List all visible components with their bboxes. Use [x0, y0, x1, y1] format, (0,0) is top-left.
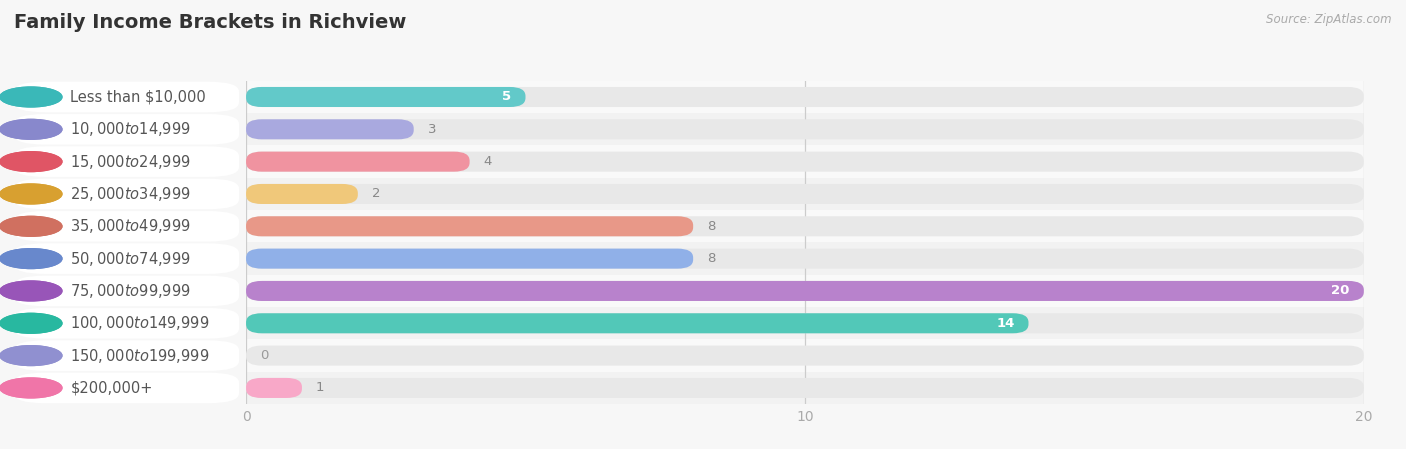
Text: $35,000 to $49,999: $35,000 to $49,999 — [70, 217, 191, 235]
FancyBboxPatch shape — [246, 216, 1364, 236]
Text: Family Income Brackets in Richview: Family Income Brackets in Richview — [14, 13, 406, 32]
Text: 3: 3 — [427, 123, 436, 136]
FancyBboxPatch shape — [246, 113, 1364, 145]
FancyBboxPatch shape — [246, 87, 1364, 107]
Text: 0: 0 — [260, 349, 269, 362]
FancyBboxPatch shape — [246, 281, 1364, 301]
Text: 8: 8 — [707, 252, 716, 265]
Text: $10,000 to $14,999: $10,000 to $14,999 — [70, 120, 191, 138]
Text: Source: ZipAtlas.com: Source: ZipAtlas.com — [1267, 13, 1392, 26]
FancyBboxPatch shape — [246, 178, 1364, 210]
Text: $25,000 to $34,999: $25,000 to $34,999 — [70, 185, 191, 203]
Text: $150,000 to $199,999: $150,000 to $199,999 — [70, 347, 209, 365]
Text: 14: 14 — [995, 317, 1015, 330]
Text: 8: 8 — [707, 220, 716, 233]
FancyBboxPatch shape — [246, 281, 1364, 301]
FancyBboxPatch shape — [246, 372, 1364, 404]
FancyBboxPatch shape — [246, 346, 1364, 365]
FancyBboxPatch shape — [246, 242, 1364, 275]
FancyBboxPatch shape — [246, 81, 1364, 113]
FancyBboxPatch shape — [246, 152, 470, 172]
FancyBboxPatch shape — [246, 184, 357, 204]
Text: $75,000 to $99,999: $75,000 to $99,999 — [70, 282, 191, 300]
FancyBboxPatch shape — [246, 184, 1364, 204]
FancyBboxPatch shape — [246, 152, 1364, 172]
FancyBboxPatch shape — [246, 87, 526, 107]
Text: 1: 1 — [316, 382, 325, 394]
FancyBboxPatch shape — [246, 339, 1364, 372]
FancyBboxPatch shape — [246, 145, 1364, 178]
FancyBboxPatch shape — [246, 210, 1364, 242]
Text: 5: 5 — [502, 91, 512, 103]
FancyBboxPatch shape — [246, 378, 1364, 398]
FancyBboxPatch shape — [246, 307, 1364, 339]
Text: $200,000+: $200,000+ — [70, 380, 153, 396]
FancyBboxPatch shape — [246, 275, 1364, 307]
Text: 2: 2 — [371, 188, 380, 200]
FancyBboxPatch shape — [246, 216, 693, 236]
Text: $50,000 to $74,999: $50,000 to $74,999 — [70, 250, 191, 268]
FancyBboxPatch shape — [246, 249, 1364, 269]
Text: $100,000 to $149,999: $100,000 to $149,999 — [70, 314, 209, 332]
FancyBboxPatch shape — [246, 313, 1364, 333]
FancyBboxPatch shape — [246, 313, 1029, 333]
FancyBboxPatch shape — [246, 119, 1364, 139]
FancyBboxPatch shape — [246, 249, 693, 269]
Text: 20: 20 — [1331, 285, 1350, 297]
Text: $15,000 to $24,999: $15,000 to $24,999 — [70, 153, 191, 171]
Text: 4: 4 — [484, 155, 492, 168]
FancyBboxPatch shape — [246, 378, 302, 398]
FancyBboxPatch shape — [246, 119, 413, 139]
Text: Less than $10,000: Less than $10,000 — [70, 89, 207, 105]
